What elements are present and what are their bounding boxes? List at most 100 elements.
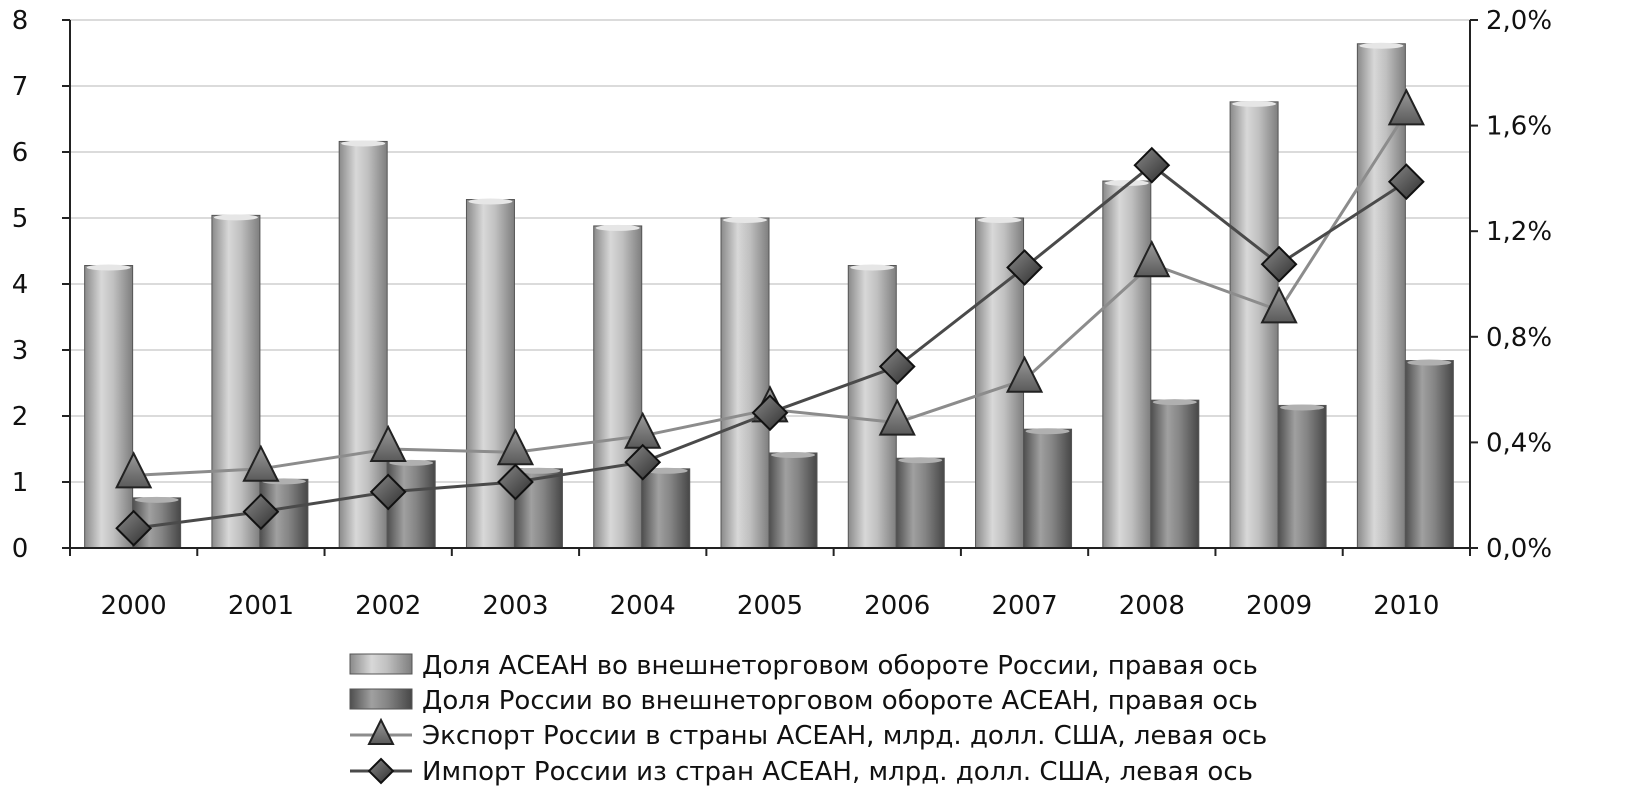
- bar-share-russia: [641, 467, 691, 549]
- bar-cap: [771, 451, 815, 458]
- export-point-triangle: [1387, 88, 1425, 126]
- bar-cap: [977, 217, 1022, 223]
- bar-cap: [723, 217, 767, 223]
- bar-share-russia: [1023, 428, 1073, 549]
- bar-body: [338, 140, 388, 549]
- legend-item: Экспорт России в страны АСЕАН, млрд. дол…: [350, 717, 1267, 751]
- bar-body: [465, 199, 515, 549]
- bar-body: [1404, 360, 1454, 549]
- bar-cap: [86, 264, 131, 271]
- bar-body: [1150, 399, 1200, 549]
- left-tick-label: 6: [12, 138, 29, 168]
- legend: Доля АСЕАН во внешнеторговом обороте Рос…: [349, 651, 1267, 787]
- bar-share-russia: [895, 457, 945, 549]
- import-point-diamond: [1006, 249, 1043, 286]
- bar-body: [641, 468, 691, 549]
- bar-cap: [1025, 428, 1070, 435]
- axes: 0 1 2 3 4 5 6 7 8 0,0% 0,4% 0,8% 1,2% 1,6% 2,0% 2000 200…: [12, 6, 1552, 621]
- bar-share-asean: [1102, 180, 1152, 549]
- right-tick-label: 0,8%: [1486, 323, 1552, 353]
- x-tick-label: 2010: [1373, 591, 1439, 621]
- x-tick-label: 2008: [1119, 591, 1185, 621]
- left-tick-label: 4: [12, 270, 29, 300]
- import-point-diamond: [751, 394, 789, 432]
- bar-cap: [1104, 180, 1149, 187]
- x-tick-label: 2000: [101, 591, 167, 621]
- import-point-diamond: [624, 443, 662, 481]
- export-point-triangle: [878, 398, 916, 436]
- export-point-triangle: [1133, 239, 1171, 278]
- import-point-diamond: [878, 348, 916, 385]
- bar-share-asean: [465, 198, 515, 549]
- bar-body: [593, 225, 643, 549]
- x-tick-label: 2006: [864, 591, 930, 621]
- right-tick-label: 1,6%: [1486, 112, 1552, 142]
- import-point-diamond: [242, 493, 280, 531]
- legend-item: Импорт России из стран АСЕАН, млрд. долл…: [350, 757, 1253, 787]
- bar-cap: [213, 214, 258, 221]
- legend-label: Доля АСЕАН во внешнеторговом обороте Рос…: [422, 651, 1258, 681]
- import-point-diamond: [1387, 163, 1425, 201]
- legend-label: Доля России во внешнеторговом обороте АС…: [422, 686, 1258, 716]
- import-point-diamond: [1133, 146, 1171, 184]
- bar-body: [768, 452, 818, 549]
- import-point-diamond: [369, 473, 407, 511]
- x-tick-label: 2002: [355, 591, 421, 621]
- left-tick-label: 8: [12, 6, 29, 36]
- bars: [84, 42, 1454, 549]
- import-point-diamond: [1260, 245, 1298, 283]
- x-tick-label: 2009: [1246, 591, 1312, 621]
- export-point-triangle: [1005, 355, 1044, 393]
- legend-swatch-bar: [349, 653, 413, 675]
- legend-swatch-bar: [349, 688, 413, 710]
- import-point-diamond: [497, 463, 534, 501]
- legend-triangle-marker: [367, 717, 395, 745]
- bar-share-asean: [847, 264, 897, 549]
- bar-cap: [1280, 404, 1325, 411]
- import-point-diamond: [115, 509, 153, 547]
- x-tick-label: 2007: [991, 591, 1057, 621]
- bar-cap: [1407, 359, 1452, 366]
- bar-cap: [1232, 100, 1277, 107]
- bar-body: [1277, 404, 1327, 549]
- bar-body: [1023, 428, 1073, 549]
- bar-share-russia: [768, 451, 818, 549]
- bar-share-russia: [1277, 404, 1327, 549]
- right-tick-label: 1,2%: [1486, 217, 1552, 247]
- export-point-triangle: [115, 451, 153, 489]
- left-tick-label: 0: [12, 534, 29, 564]
- bar-share-asean: [338, 140, 388, 549]
- legend-item: Доля АСЕАН во внешнеторговом обороте Рос…: [349, 651, 1258, 681]
- bar-share-asean: [593, 224, 643, 549]
- bar-cap: [850, 264, 895, 271]
- bar-body: [1102, 180, 1152, 549]
- bar-cap: [643, 467, 688, 474]
- right-tick-label: 2,0%: [1486, 6, 1552, 36]
- legend-item: Доля России во внешнеторговом обороте АС…: [349, 686, 1258, 716]
- x-tick-label: 2003: [482, 591, 548, 621]
- bar-share-asean: [211, 214, 261, 549]
- export-point-triangle: [242, 444, 280, 482]
- bar-cap: [595, 224, 640, 231]
- bar-cap: [516, 467, 561, 474]
- bar-body: [211, 214, 261, 549]
- right-tick-label: 0,0%: [1486, 534, 1552, 564]
- bar-body: [84, 265, 134, 549]
- x-tick-label: 2005: [737, 591, 803, 621]
- left-tick-label: 7: [12, 72, 29, 102]
- bar-body: [1229, 101, 1279, 549]
- legend-label: Экспорт России в страны АСЕАН, млрд. дол…: [422, 721, 1267, 751]
- bar-cap: [1359, 42, 1404, 49]
- export-point-triangle: [369, 424, 407, 462]
- bar-body: [720, 217, 770, 549]
- export-point-triangle: [1260, 286, 1298, 324]
- bar-share-russia: [1150, 399, 1200, 549]
- right-tick-label: 0,4%: [1486, 428, 1552, 458]
- left-tick-label: 1: [12, 468, 29, 498]
- left-tick-label: 3: [12, 336, 29, 366]
- x-tick-label: 2004: [610, 591, 676, 621]
- legend-diamond-marker: [367, 757, 395, 785]
- legend-label: Импорт России из стран АСЕАН, млрд. долл…: [422, 757, 1253, 787]
- bar-body: [895, 457, 945, 549]
